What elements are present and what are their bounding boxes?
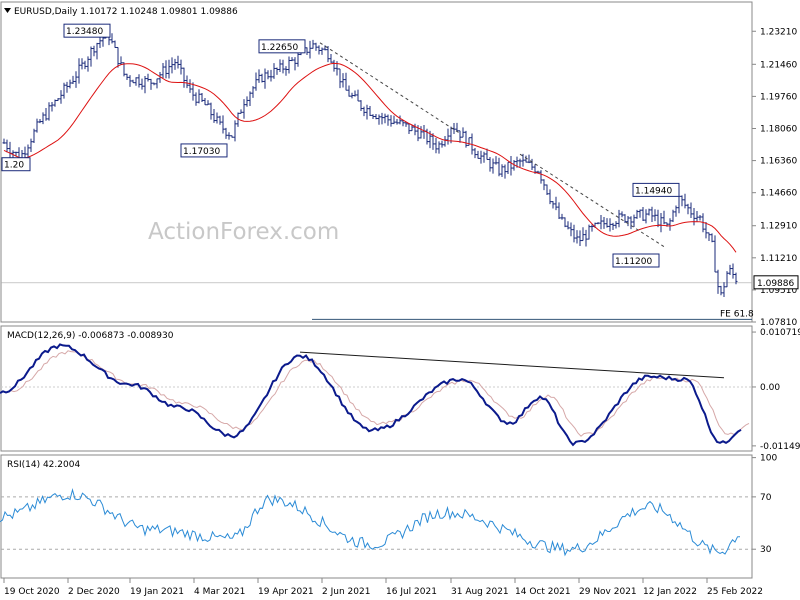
macd-line bbox=[0, 343, 742, 447]
x-tick-label: 16 Jul 2021 bbox=[386, 587, 437, 597]
dropdown-arrow-icon bbox=[4, 8, 11, 13]
x-tick-label: 12 Jan 2022 bbox=[643, 587, 697, 597]
rsi-y-tick-label: 70 bbox=[760, 493, 772, 503]
x-tick-label: 19 Apr 2021 bbox=[258, 587, 314, 597]
macd-panel-frame bbox=[0, 325, 753, 452]
price-annotation-label: 1.23480 bbox=[66, 27, 103, 37]
x-tick-label: 19 Jan 2021 bbox=[130, 587, 184, 597]
x-tick-label: 2 Jun 2021 bbox=[322, 587, 370, 597]
x-tick-label: 2 Dec 2020 bbox=[68, 587, 120, 597]
current-price-label: 1.09886 bbox=[757, 279, 794, 289]
price-y-tick-label: 1.21460 bbox=[760, 60, 797, 70]
fe-label: FE 61.8 bbox=[720, 309, 754, 319]
price-y-tick-label: 1.12910 bbox=[760, 222, 797, 232]
price-y-tick-label: 1.14660 bbox=[760, 189, 797, 199]
price-annotation-box bbox=[258, 39, 306, 54]
price-y-tick-label: 1.11210 bbox=[760, 254, 797, 264]
rsi-line bbox=[0, 487, 741, 557]
rsi-y-tick-label: 30 bbox=[760, 545, 772, 555]
price-y-tick-label: 1.07810 bbox=[760, 318, 797, 328]
rsi-title: RSI(14) 42.2004 bbox=[7, 460, 80, 470]
price-y-tick-label: 1.09510 bbox=[760, 286, 797, 296]
macd-y-tick-label: 0.010719 bbox=[760, 328, 800, 338]
x-tick-label: 31 Aug 2021 bbox=[451, 587, 509, 597]
x-tick-label: 29 Nov 2021 bbox=[579, 587, 637, 597]
price-annotation-box bbox=[1, 157, 31, 172]
dashed-trendline-2 bbox=[519, 153, 665, 248]
moving-average-line bbox=[3, 62, 737, 253]
x-tick-label: 25 Feb 2022 bbox=[707, 587, 763, 597]
dashed-trendline-1 bbox=[319, 42, 461, 134]
rsi-y-tick-label: 100 bbox=[760, 454, 777, 464]
x-tick-label: 4 Mar 2021 bbox=[194, 587, 245, 597]
price-annotation-box bbox=[632, 182, 680, 197]
price-panel-frame bbox=[0, 1, 753, 323]
x-tick-label: 14 Oct 2021 bbox=[515, 587, 571, 597]
price-annotation-box bbox=[63, 23, 111, 38]
price-title: EURUSD,Daily 1.10172 1.10248 1.09801 1.0… bbox=[14, 7, 238, 17]
price-annotation-label: 1.14940 bbox=[635, 186, 672, 196]
price-annotation-label: 1.20 bbox=[4, 161, 24, 171]
rsi-panel-frame bbox=[0, 454, 753, 579]
current-price-box bbox=[753, 275, 799, 290]
macd-title: MACD(12,26,9) -0.006873 -0.008930 bbox=[7, 331, 174, 341]
price-y-tick-label: 1.16360 bbox=[760, 157, 797, 167]
price-annotation-box bbox=[612, 253, 660, 268]
price-y-tick-label: 1.23210 bbox=[760, 27, 797, 37]
macd-trendline bbox=[299, 351, 725, 379]
x-tick-label: 19 Oct 2020 bbox=[4, 587, 60, 597]
price-annotation-label: 1.22650 bbox=[261, 43, 298, 53]
macd-y-tick-label: 0.00 bbox=[760, 383, 780, 393]
macd-signal-line bbox=[7, 350, 750, 437]
price-y-tick-label: 1.18060 bbox=[760, 124, 797, 134]
watermark: ActionForex.com bbox=[148, 219, 339, 245]
price-annotation-label: 1.17030 bbox=[183, 147, 220, 157]
price-annotation-label: 1.11200 bbox=[615, 257, 652, 267]
macd-y-tick-label: -0.011499 bbox=[760, 442, 800, 452]
price-annotation-box bbox=[180, 143, 228, 158]
price-y-tick-label: 1.19760 bbox=[760, 92, 797, 102]
